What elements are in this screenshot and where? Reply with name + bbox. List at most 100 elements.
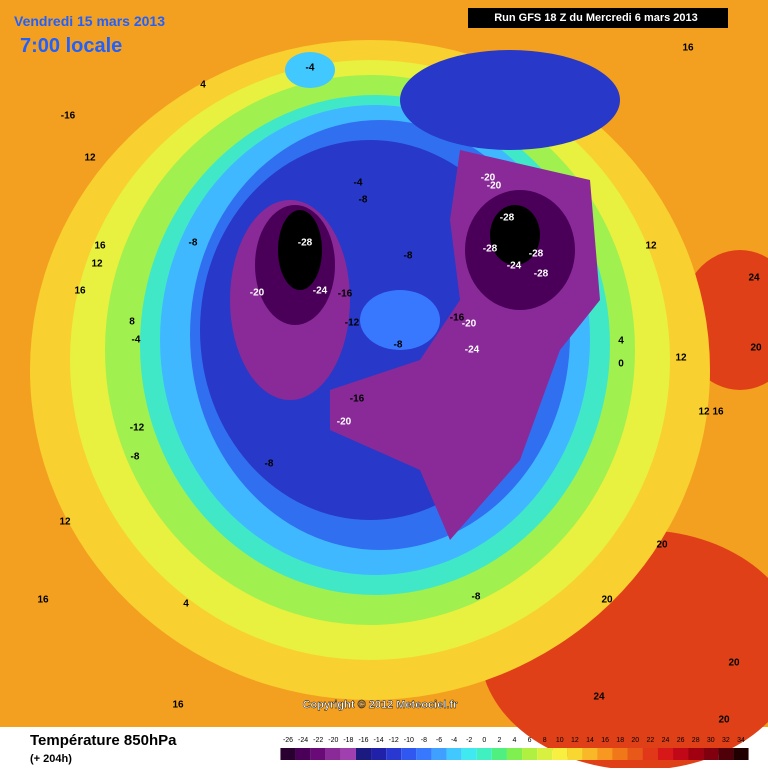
footer-lead: (+ 204h) xyxy=(30,753,72,765)
contour-label: 20 xyxy=(718,715,730,726)
contour-label: 12 xyxy=(675,353,687,364)
legend-swatch xyxy=(733,748,749,760)
legend-label: -18 xyxy=(343,737,353,744)
legend-label: 20 xyxy=(631,737,639,744)
contour-label: -28 xyxy=(534,269,549,280)
contour-label: 12 xyxy=(91,259,103,270)
legend-swatch xyxy=(340,748,356,760)
legend-swatch xyxy=(703,748,719,760)
contour-label: 4 xyxy=(200,80,206,91)
legend-label: 18 xyxy=(616,737,624,744)
legend-label: -26 xyxy=(283,737,293,744)
legend-label: 0 xyxy=(482,737,486,744)
legend-swatch xyxy=(597,748,613,760)
legend-label: -8 xyxy=(421,737,427,744)
legend-swatch xyxy=(582,748,598,760)
contour-label: 20 xyxy=(750,343,762,354)
contour-label: -20 xyxy=(487,181,502,192)
legend-label: 8 xyxy=(543,737,547,744)
footer-title: Température 850hPa xyxy=(30,732,177,749)
contour-label: -24 xyxy=(313,286,328,297)
legend-swatch xyxy=(386,748,402,760)
legend-swatch xyxy=(567,748,583,760)
legend-swatch xyxy=(612,748,628,760)
legend-label: 32 xyxy=(722,737,730,744)
contour-label: -8 xyxy=(265,459,274,470)
contour-label: -4 xyxy=(132,335,141,346)
legend-swatch xyxy=(371,748,387,760)
legend-label: 28 xyxy=(692,737,700,744)
legend-swatch xyxy=(627,748,643,760)
legend-label: -14 xyxy=(374,737,384,744)
contour-label: 16 xyxy=(172,700,184,711)
contour-label: 4 xyxy=(183,599,189,610)
contour-label: 12 xyxy=(59,517,71,528)
legend-swatch xyxy=(657,748,674,760)
contour-label: -16 xyxy=(450,313,465,324)
legend-label: -4 xyxy=(451,737,457,744)
legend-label: -10 xyxy=(404,737,414,744)
contour-label: -28 xyxy=(529,249,544,260)
map-date: Vendredi 15 mars 2013 xyxy=(14,13,165,29)
contour-label: -4 xyxy=(354,178,363,189)
contour-label: -12 xyxy=(345,318,360,329)
legend-label: 26 xyxy=(677,737,685,744)
map-time: 7:00 locale xyxy=(20,35,122,57)
legend-label: 30 xyxy=(707,737,715,744)
legend-swatch xyxy=(673,748,689,760)
legend-swatch xyxy=(295,748,311,760)
legend-label: 2 xyxy=(497,737,501,744)
legend-label: 10 xyxy=(556,737,564,744)
contour-label: 12 xyxy=(698,407,710,418)
contour-label: 16 xyxy=(94,241,106,252)
contour-label: -24 xyxy=(465,345,480,356)
contour-label: -28 xyxy=(483,244,498,255)
legend-swatch xyxy=(506,748,523,760)
contour-label: -8 xyxy=(131,452,140,463)
legend-swatch xyxy=(642,748,658,760)
contour-label: -16 xyxy=(61,111,76,122)
contour-label: -12 xyxy=(130,423,145,434)
legend-label: -22 xyxy=(313,737,323,744)
legend-swatch xyxy=(446,748,462,760)
legend-swatch xyxy=(491,748,507,760)
legend-label: -2 xyxy=(466,737,472,744)
contour-label: 16 xyxy=(37,595,49,606)
run-info: Run GFS 18 Z du Mercredi 6 mars 2013 xyxy=(494,12,698,24)
copyright: Copyright © 2012 Meteociel.fr xyxy=(303,699,459,711)
contour-label: -28 xyxy=(298,238,313,249)
map-labels: -4 4 -16 12 -4 -8 -8 -28 16 12 16 -20 -24 -16 -8 -12 -8 -… xyxy=(37,43,762,726)
contour-label: -8 xyxy=(472,592,481,603)
legend-swatch xyxy=(431,748,447,760)
contour-label: 24 xyxy=(593,692,605,703)
contour-label: -20 xyxy=(462,319,477,330)
legend-swatch xyxy=(416,748,432,760)
run-box xyxy=(468,8,728,28)
legend-label: 34 xyxy=(737,737,745,744)
legend-label: 12 xyxy=(571,737,579,744)
legend-label: 6 xyxy=(528,737,532,744)
contour-label: -4 xyxy=(306,63,315,74)
contour-label: 20 xyxy=(601,595,613,606)
contour-label: -8 xyxy=(394,340,403,351)
contour-label: -16 xyxy=(338,289,353,300)
legend-swatch xyxy=(537,748,553,760)
contour-label: 0 xyxy=(618,359,624,370)
legend-label: -16 xyxy=(358,737,368,744)
contour-label: -16 xyxy=(350,394,365,405)
legend-label: -24 xyxy=(298,737,308,744)
legend-swatch xyxy=(310,748,326,760)
legend-label: -20 xyxy=(328,737,338,744)
legend-label: 22 xyxy=(647,737,655,744)
contour-label: -20 xyxy=(481,173,496,184)
contour-label: -28 xyxy=(500,213,515,224)
legend-swatch xyxy=(401,748,417,760)
contour-label: 20 xyxy=(656,540,668,551)
legend-label: 14 xyxy=(586,737,594,744)
contour-label: 4 xyxy=(618,336,624,347)
legend-swatch xyxy=(476,748,492,760)
legend-label: 24 xyxy=(662,737,670,744)
contour-label: 16 xyxy=(682,43,694,54)
contour-label: -24 xyxy=(507,261,522,272)
